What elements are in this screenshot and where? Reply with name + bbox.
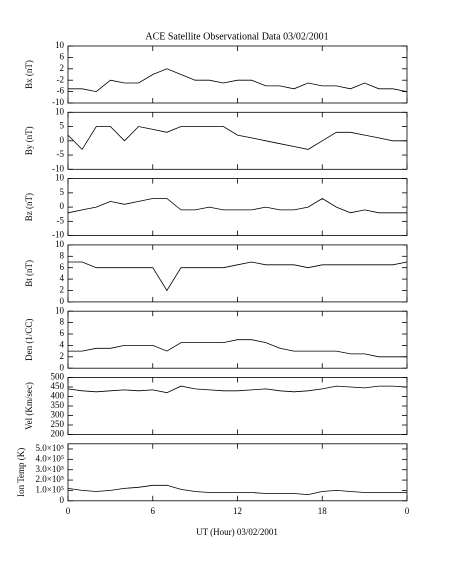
y-tick-label: 3.0×10⁵ bbox=[36, 464, 64, 474]
y-tick-label: 10 bbox=[55, 239, 65, 249]
plot-frame bbox=[67, 45, 408, 104]
y-tick-label: -2 bbox=[57, 74, 65, 84]
y-tick-label: 6 bbox=[60, 51, 65, 61]
data-line bbox=[67, 385, 408, 394]
y-tick-label: 10 bbox=[55, 173, 65, 183]
y-tick-label: 5 bbox=[60, 121, 65, 131]
y-axis-label: Bt (nT) bbox=[24, 260, 34, 287]
y-tick-label: 500 bbox=[51, 372, 65, 382]
data-line bbox=[68, 261, 408, 292]
y-axis-label: Vel (Km/sec) bbox=[24, 382, 34, 430]
y-tick-label: 1.0×10⁵ bbox=[36, 484, 64, 494]
y-tick-label: 10 bbox=[55, 40, 65, 50]
x-tick-label: 18 bbox=[318, 506, 328, 516]
y-axis-label: Den (1/CC) bbox=[24, 319, 34, 361]
data-line bbox=[68, 68, 408, 93]
x-tick-label: 0 bbox=[405, 506, 410, 516]
y-tick-label: 0 bbox=[60, 296, 65, 306]
y-tick-label: 0 bbox=[60, 362, 65, 372]
y-tick-label: 4 bbox=[60, 273, 65, 283]
plot-frame bbox=[67, 178, 408, 237]
y-tick-label: 4.0×10⁵ bbox=[36, 453, 64, 463]
y-tick-label: 400 bbox=[51, 391, 65, 401]
y-tick-label: 8 bbox=[60, 317, 65, 327]
y-tick-label: 4 bbox=[60, 339, 65, 349]
data-line bbox=[67, 198, 407, 214]
x-tick-label: 12 bbox=[233, 506, 242, 516]
y-tick-label: 8 bbox=[60, 250, 65, 260]
y-tick-label: 0 bbox=[60, 135, 65, 145]
y-tick-label: -5 bbox=[57, 149, 65, 159]
y-tick-label: 5.0×10⁵ bbox=[36, 443, 64, 453]
y-tick-label: 0 bbox=[60, 201, 65, 211]
y-tick-label: 450 bbox=[51, 381, 65, 391]
y-tick-label: 10 bbox=[55, 305, 65, 315]
y-tick-label: 250 bbox=[51, 419, 65, 429]
y-tick-label: 200 bbox=[51, 429, 65, 439]
y-tick-label: 350 bbox=[51, 400, 65, 410]
y-tick-label: 2.0×10⁵ bbox=[36, 474, 64, 484]
y-tick-label: 5 bbox=[60, 187, 65, 197]
x-tick-label: 6 bbox=[151, 506, 156, 516]
y-tick-label: -10 bbox=[52, 97, 64, 107]
y-tick-label: 2 bbox=[60, 351, 65, 361]
y-tick-label: -6 bbox=[57, 86, 65, 96]
y-axis-label: Bx (nT) bbox=[24, 60, 34, 89]
y-tick-label: 2 bbox=[60, 285, 65, 295]
y-tick-label: 300 bbox=[51, 410, 65, 420]
x-axis-label: UT (Hour) 03/02/2001 bbox=[196, 527, 278, 537]
y-axis-label: Ion Temp (K) bbox=[16, 448, 26, 497]
data-line bbox=[67, 126, 407, 151]
y-tick-label: 2 bbox=[60, 63, 65, 73]
y-axis-label: Bz (nT) bbox=[24, 193, 34, 221]
y-tick-label: -10 bbox=[52, 163, 64, 173]
y-tick-label: 0 bbox=[60, 495, 65, 505]
plot-frame bbox=[67, 377, 408, 435]
y-tick-label: 6 bbox=[60, 262, 65, 272]
plot-frame bbox=[67, 111, 408, 170]
chart-title: ACE Satellite Observational Data 03/02/2… bbox=[145, 31, 328, 42]
y-tick-label: 10 bbox=[55, 106, 65, 116]
plot-frame bbox=[67, 244, 408, 303]
y-tick-label: -5 bbox=[57, 215, 65, 225]
x-tick-label: 0 bbox=[66, 506, 71, 516]
y-tick-label: 6 bbox=[60, 328, 65, 338]
y-tick-label: -10 bbox=[52, 230, 64, 240]
data-line bbox=[67, 484, 407, 496]
y-axis-label: By (nT) bbox=[24, 126, 34, 155]
data-line bbox=[68, 339, 407, 358]
